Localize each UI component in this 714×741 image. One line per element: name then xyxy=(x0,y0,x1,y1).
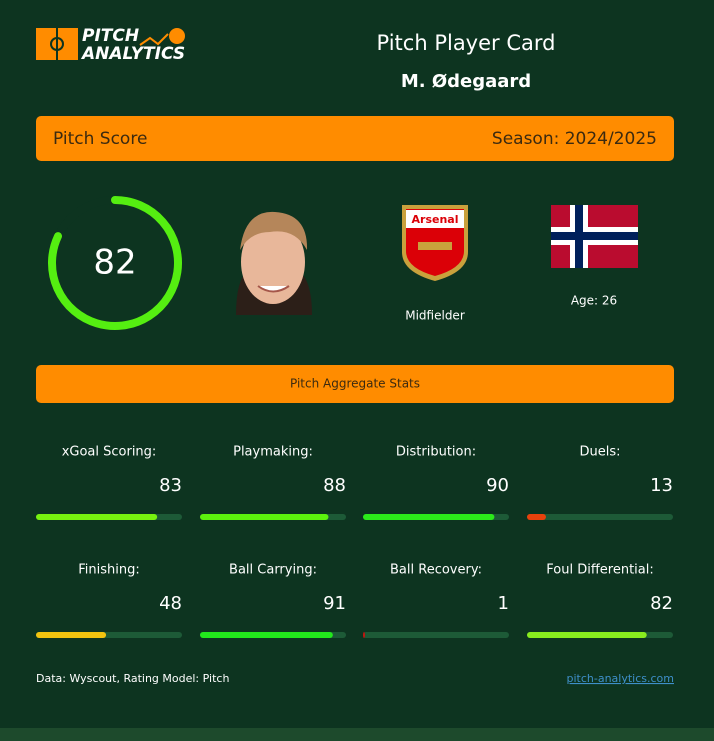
position: Midfielder xyxy=(405,309,465,323)
logo-ball xyxy=(169,28,185,44)
stat-label: Distribution: xyxy=(396,445,476,460)
stats-title: Pitch Aggregate Stats xyxy=(290,377,420,391)
player-name: M. Ødegaard xyxy=(401,71,531,92)
score-banner xyxy=(36,116,674,161)
season: Season: 2024/2025 xyxy=(492,129,657,149)
player-photo xyxy=(236,211,312,315)
stat-track xyxy=(363,632,509,638)
stat-value: 91 xyxy=(323,593,346,614)
smile xyxy=(257,285,290,293)
hair xyxy=(240,211,308,250)
stat-label: Duels: xyxy=(579,445,620,460)
stat-value: 82 xyxy=(650,593,673,614)
stat-value: 1 xyxy=(498,593,509,614)
stat-bar xyxy=(36,632,107,638)
stat-label: Foul Differential: xyxy=(546,563,654,578)
logo-trend xyxy=(139,33,169,46)
stat-bar xyxy=(36,514,158,520)
stat-value: 90 xyxy=(486,475,509,496)
crest-text: Arsenal xyxy=(412,213,459,226)
stat-value: 88 xyxy=(323,475,346,496)
score-label: Pitch Score xyxy=(53,129,147,149)
bottom-strip xyxy=(0,728,714,741)
stat-value: 48 xyxy=(159,593,182,614)
stat-label: xGoal Scoring: xyxy=(62,445,157,460)
stat-bar xyxy=(200,514,329,520)
age: Age: 26 xyxy=(571,294,617,308)
stat-label: Finishing: xyxy=(78,563,140,578)
face xyxy=(241,220,305,304)
stat-track xyxy=(527,514,673,520)
stat-label: Playmaking: xyxy=(233,445,313,460)
stat-bar xyxy=(363,632,365,638)
stats-banner xyxy=(36,365,674,403)
stat-label: Ball Carrying: xyxy=(229,563,317,578)
stat-value: 83 xyxy=(159,475,182,496)
stat-bar xyxy=(527,632,647,638)
score-ring xyxy=(48,196,182,330)
flag-cross xyxy=(551,232,638,240)
logo-text: ANALYTICS xyxy=(80,44,185,64)
stat-bar xyxy=(527,514,546,520)
crest-band xyxy=(406,210,464,228)
stat-bar xyxy=(363,514,495,520)
link[interactable]: pitch-analytics.com xyxy=(567,672,675,685)
logo-text: PITCH xyxy=(82,26,139,46)
source: Data: Wyscout, Rating Model: Pitch xyxy=(36,672,229,685)
flag xyxy=(551,205,638,268)
logo: PITCH ANALYTICS xyxy=(36,26,185,64)
stat-label: Ball Recovery: xyxy=(390,563,482,578)
crest-cannon xyxy=(418,242,452,250)
club-crest: Arsenal xyxy=(402,205,468,281)
stat-value: 13 xyxy=(650,475,673,496)
stat-bar xyxy=(200,632,333,638)
title: Pitch Player Card xyxy=(377,31,556,55)
score-value: 82 xyxy=(93,243,136,283)
logo-circle xyxy=(50,37,64,51)
